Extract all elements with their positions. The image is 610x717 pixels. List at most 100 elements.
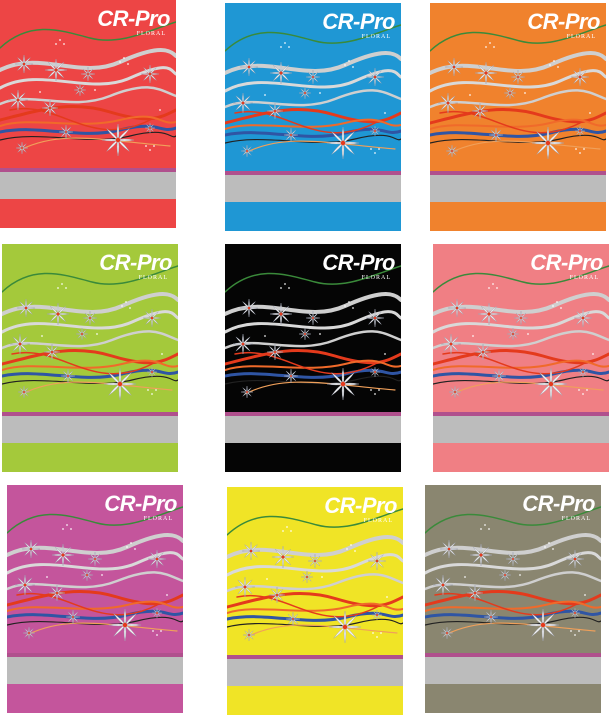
label-band [7, 657, 183, 684]
flower-icon [80, 568, 94, 582]
brand-subtitle: FLORAL [569, 275, 599, 281]
flower-icon [240, 385, 254, 399]
accent-band [430, 171, 606, 175]
notebook-cover-pink: CR-Pro FLORAL [433, 244, 609, 472]
flower-icon [474, 61, 498, 85]
notebook-cover-blue: CR-Pro FLORAL [225, 3, 401, 231]
label-band [227, 659, 403, 686]
brand-title: CR-Pro [324, 493, 397, 518]
flower-icon [22, 626, 36, 640]
flower-icon [534, 367, 568, 401]
flower-icon [15, 141, 29, 155]
brand-logo: CR-Pro FLORAL [522, 491, 595, 523]
flower-icon [73, 83, 87, 97]
brand-logo: CR-Pro FLORAL [527, 9, 600, 41]
flower-icon [151, 607, 163, 619]
brand-logo: CR-Pro FLORAL [322, 250, 395, 282]
flower-icon [80, 66, 96, 82]
floral-artwork [430, 24, 606, 160]
flower-icon [367, 551, 387, 571]
flower-icon [108, 608, 142, 642]
flower-icon [82, 310, 98, 326]
flower-icon [526, 608, 560, 642]
label-band [430, 175, 606, 202]
flower-icon [41, 99, 59, 117]
flower-icon [241, 541, 261, 561]
accent-band [227, 655, 403, 659]
flower-icon [298, 86, 312, 100]
accent-band [433, 412, 609, 416]
accent-band [225, 412, 401, 416]
flower-icon [483, 609, 499, 625]
notebook-cover-red: CR-Pro FLORAL [0, 0, 176, 228]
brand-title: CR-Pro [99, 250, 172, 275]
brand-logo: CR-Pro FLORAL [324, 493, 397, 525]
brand-title: CR-Pro [322, 250, 395, 275]
flower-icon [570, 67, 590, 87]
notebook-cover-yellow: CR-Pro FLORAL [227, 487, 403, 715]
floral-artwork [2, 265, 178, 401]
accent-band [425, 653, 601, 657]
flower-icon [48, 584, 66, 602]
flower-icon [469, 543, 493, 567]
flower-icon [46, 302, 70, 326]
flower-icon [65, 609, 81, 625]
floral-artwork [225, 265, 401, 401]
flower-icon [577, 366, 589, 378]
flower-icon [365, 308, 385, 328]
flower-icon [285, 611, 301, 627]
flower-icon [101, 123, 135, 157]
notebook-cover-orange: CR-Pro FLORAL [430, 3, 606, 231]
brand-subtitle: FLORAL [138, 275, 168, 281]
notebook-cover-magenta: CR-Pro FLORAL [7, 485, 183, 713]
flower-icon [574, 125, 586, 137]
floral-artwork [227, 508, 403, 644]
flower-icon [474, 343, 492, 361]
flower-icon [75, 327, 89, 341]
flower-icon [565, 549, 585, 569]
flower-icon [140, 64, 160, 84]
flower-icon [432, 574, 454, 596]
flower-icon [477, 302, 501, 326]
brand-logo: CR-Pro FLORAL [99, 250, 172, 282]
flower-icon [60, 368, 76, 384]
accent-band [0, 168, 176, 172]
brand-title: CR-Pro [322, 9, 395, 34]
flower-icon [503, 86, 517, 100]
flower-icon [440, 333, 462, 355]
floral-artwork [225, 24, 401, 160]
brand-subtitle: FLORAL [361, 275, 391, 281]
flower-icon [269, 302, 293, 326]
flower-icon [146, 366, 158, 378]
accent-band [225, 171, 401, 175]
label-band [2, 416, 178, 443]
flower-icon [326, 367, 360, 401]
flower-icon [491, 368, 507, 384]
brand-subtitle: FLORAL [561, 516, 591, 522]
flower-icon [147, 549, 167, 569]
brand-subtitle: FLORAL [566, 34, 596, 40]
accent-band [2, 412, 178, 416]
flower-icon [103, 367, 137, 401]
flower-icon [7, 89, 29, 111]
flower-icon [305, 69, 321, 85]
flower-icon [471, 102, 489, 120]
flower-icon [305, 310, 321, 326]
brand-title: CR-Pro [527, 9, 600, 34]
flower-icon [234, 576, 256, 598]
flower-icon [326, 126, 360, 160]
flower-icon [498, 568, 512, 582]
flower-icon [283, 127, 299, 143]
notebook-cover-lime: CR-Pro FLORAL [2, 244, 178, 472]
flower-icon [371, 609, 383, 621]
notebook-cover-black: CR-Pro FLORAL [225, 244, 401, 472]
floral-artwork [7, 506, 183, 642]
flower-icon [268, 586, 286, 604]
flower-icon [437, 92, 459, 114]
flower-icon [307, 553, 323, 569]
brand-title: CR-Pro [522, 491, 595, 516]
brand-subtitle: FLORAL [136, 31, 166, 37]
brand-subtitle: FLORAL [143, 516, 173, 522]
flower-icon [466, 584, 484, 602]
flower-icon [58, 124, 74, 140]
